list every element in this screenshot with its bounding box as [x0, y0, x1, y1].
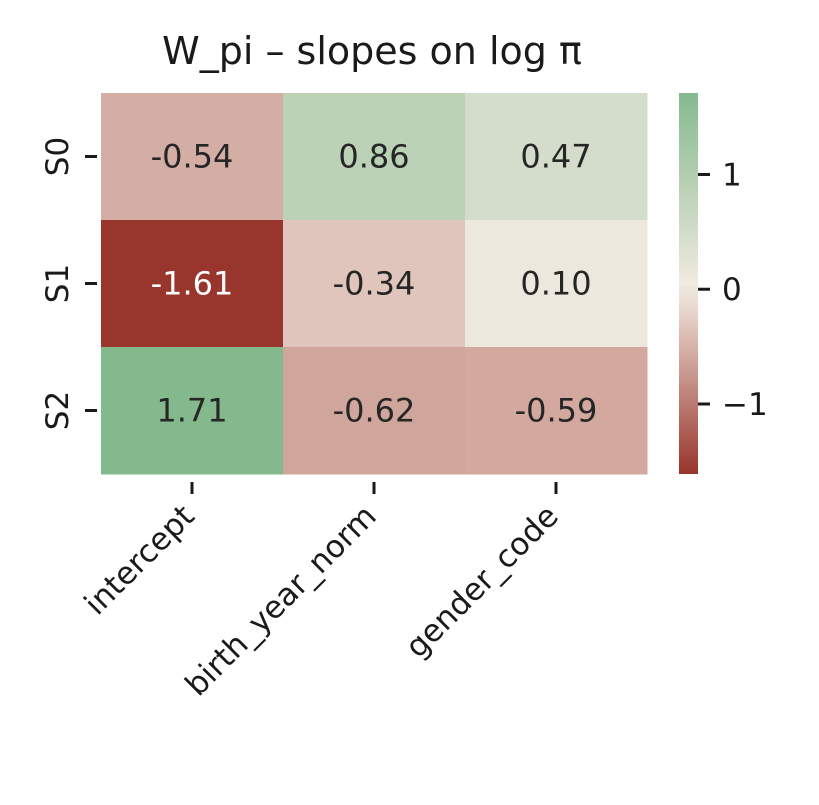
colorbar-tick-label: 1	[722, 157, 742, 193]
y-tick-label-S0: S0	[40, 137, 76, 176]
cell-value-label: 0.86	[338, 138, 409, 176]
x-tick-label-gender_code: gender_code	[399, 498, 566, 665]
colorbar: 1 0 −1	[679, 93, 768, 474]
cell-value-label: 0.10	[520, 265, 591, 303]
cell-value-label: -0.54	[151, 138, 234, 176]
heatmap-cell-S1-gender_code	[465, 220, 648, 348]
cell-value-label: -0.62	[333, 392, 416, 430]
y-tick-label-S1: S1	[40, 264, 76, 303]
colorbar-tick-label: 0	[722, 272, 742, 308]
heatmap-cells: -0.54 0.86 0.47 -1.61 -0.34 0.10 1.71 -0.62 -0.5…	[101, 93, 648, 475]
chart-title: W_pi – slopes on log π	[162, 29, 582, 73]
cell-value-label: -0.34	[333, 265, 416, 303]
heatmap-cell-S0-birth_year_norm	[283, 93, 466, 221]
heatmap-cell-S1-birth_year_norm	[283, 220, 466, 348]
cell-value-label: -1.61	[151, 265, 234, 303]
y-axis: S0 S1 S2	[40, 137, 97, 430]
heatmap-cell-S2-intercept	[101, 347, 284, 475]
heatmap-cell-S0-intercept	[101, 93, 284, 221]
y-tick-label-S2: S2	[40, 391, 76, 430]
heatmap-cell-S1-intercept	[101, 220, 284, 348]
cell-value-label: 1.71	[156, 392, 227, 430]
heatmap-cell-S2-birth_year_norm	[283, 347, 466, 475]
heatmap-cell-S0-gender_code	[465, 93, 648, 221]
colorbar-gradient	[679, 93, 698, 474]
cell-value-label: -0.59	[515, 392, 598, 430]
heatmap-cell-S2-gender_code	[465, 347, 648, 475]
x-tick-label-intercept: intercept	[78, 498, 202, 622]
cell-value-label: 0.47	[520, 138, 591, 176]
colorbar-tick-label: −1	[722, 387, 768, 423]
x-tick-label-birth_year_norm: birth_year_norm	[179, 498, 384, 703]
